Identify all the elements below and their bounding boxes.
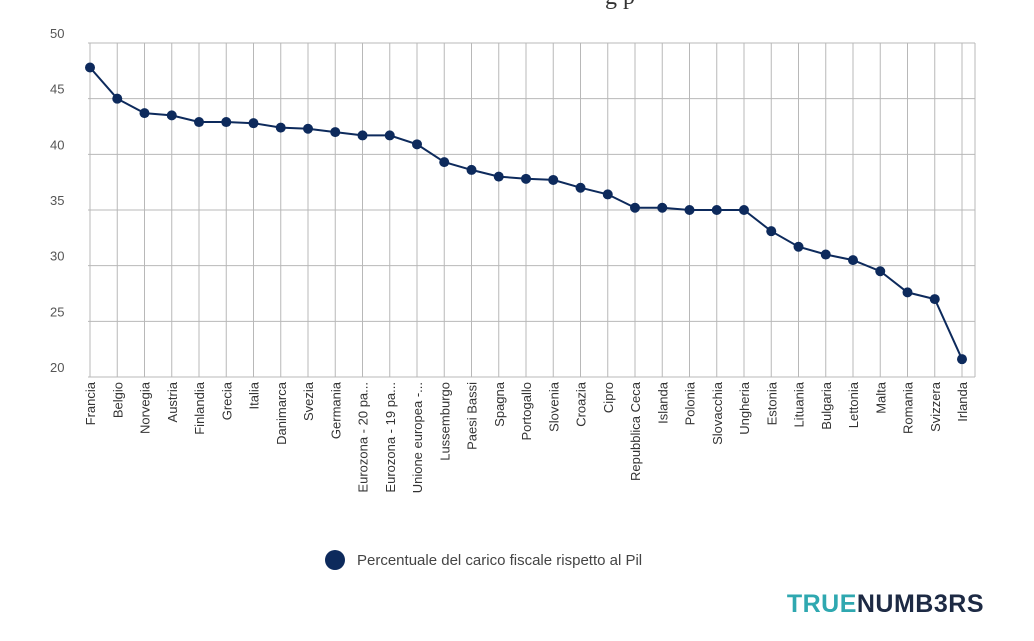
x-tick-label: Repubblica Ceca: [628, 381, 643, 481]
x-tick-label: Croazia: [574, 381, 589, 427]
x-tick-label: Lituania: [792, 381, 807, 427]
x-tick-label: Irlanda: [955, 381, 970, 422]
x-tick-label: Grecia: [219, 381, 234, 420]
grid-layer: [88, 42, 976, 378]
x-tick-label: Slovacchia: [710, 381, 725, 445]
data-point[interactable]: [466, 164, 477, 175]
x-tick-label: Danimarca: [274, 381, 289, 445]
data-point[interactable]: [711, 205, 722, 215]
data-point[interactable]: [657, 202, 668, 213]
x-tick-label: Finlandia: [192, 381, 207, 435]
data-point[interactable]: [303, 123, 313, 134]
data-point[interactable]: [248, 118, 259, 129]
x-tick-label: Slovenia: [546, 381, 561, 432]
x-tick-label: Polonia: [683, 381, 698, 425]
y-tick-label: 35: [50, 193, 64, 208]
brand-logo-part2: NUMB3RS: [856, 590, 984, 618]
data-point[interactable]: [684, 205, 695, 215]
x-tick-label: Romania: [901, 381, 916, 434]
x-tick-label: Paesi Bassi: [465, 382, 480, 450]
data-points: [85, 62, 967, 365]
y-axis-ticks: 20 25 30 35 40 45 50: [50, 26, 64, 375]
y-tick-label: 45: [50, 82, 64, 97]
x-tick-label: Portogallo: [519, 382, 534, 441]
x-tick-label: Svezia: [301, 381, 316, 421]
data-point[interactable]: [957, 354, 967, 365]
x-tick-label: Austria: [165, 381, 180, 422]
data-point[interactable]: [166, 110, 177, 121]
x-tick-label: Malta: [873, 381, 888, 414]
x-tick-label: Lettonia: [846, 381, 861, 428]
legend-label: Percentuale del carico fiscale rispetto …: [357, 551, 643, 569]
data-point[interactable]: [85, 62, 95, 73]
x-tick-label: Cipro: [601, 382, 616, 413]
data-point[interactable]: [875, 266, 886, 277]
data-point[interactable]: [221, 117, 232, 128]
x-tick-label: Estonia: [764, 381, 779, 425]
x-tick-label: Svizzera: [928, 381, 943, 432]
brand-logo-part1: TRUE: [786, 590, 857, 618]
data-point[interactable]: [575, 182, 586, 193]
x-tick-label: Germania: [328, 381, 343, 439]
x-tick-label: Lussemburgo: [437, 382, 452, 461]
data-point[interactable]: [521, 173, 531, 184]
x-tick-label: Belgio: [110, 382, 125, 418]
y-tick-label: 25: [50, 304, 64, 319]
x-axis-labels: Francia Belgio Norvegia Austria Finlandia Gre…: [83, 381, 970, 493]
chart-title-fragment: g p: [605, 0, 635, 10]
legend: Percentuale del carico fiscale rispetto …: [325, 550, 642, 570]
x-tick-label: Ungheria: [737, 381, 752, 435]
y-tick-label: 30: [50, 249, 64, 264]
x-tick-label: Islanda: [655, 381, 670, 424]
data-point[interactable]: [139, 108, 150, 119]
data-point[interactable]: [739, 205, 749, 215]
data-point[interactable]: [275, 122, 286, 133]
data-point[interactable]: [929, 294, 940, 305]
data-point[interactable]: [384, 130, 395, 141]
data-point[interactable]: [357, 130, 368, 141]
data-point[interactable]: [493, 171, 504, 182]
data-point[interactable]: [548, 174, 559, 185]
x-tick-label: Eurozona - 20 pa...: [356, 382, 371, 493]
data-point[interactable]: [766, 226, 777, 237]
legend-marker: [325, 550, 345, 570]
data-point[interactable]: [848, 255, 858, 266]
data-point[interactable]: [630, 202, 640, 213]
x-tick-label: Norvegia: [138, 381, 153, 434]
data-point[interactable]: [820, 249, 831, 260]
y-tick-label: 50: [50, 26, 64, 41]
data-point[interactable]: [439, 157, 450, 168]
data-point[interactable]: [412, 139, 422, 150]
y-tick-label: 20: [50, 360, 64, 375]
x-tick-label: Bulgaria: [819, 381, 834, 429]
x-tick-label: Francia: [83, 381, 98, 425]
x-tick-label: Eurozona - 19 pa...: [383, 382, 398, 493]
data-point[interactable]: [793, 241, 804, 252]
data-point[interactable]: [902, 287, 913, 298]
data-point[interactable]: [330, 127, 341, 138]
x-tick-label: Italia: [247, 381, 262, 409]
brand-logo: TRUENUMB3RS: [787, 590, 984, 619]
y-tick-label: 40: [50, 137, 64, 152]
x-tick-label: Spagna: [492, 381, 507, 427]
data-point[interactable]: [602, 189, 613, 200]
data-point[interactable]: [194, 117, 204, 128]
data-point[interactable]: [112, 93, 123, 104]
x-tick-label: Unione europea -...: [410, 382, 425, 493]
